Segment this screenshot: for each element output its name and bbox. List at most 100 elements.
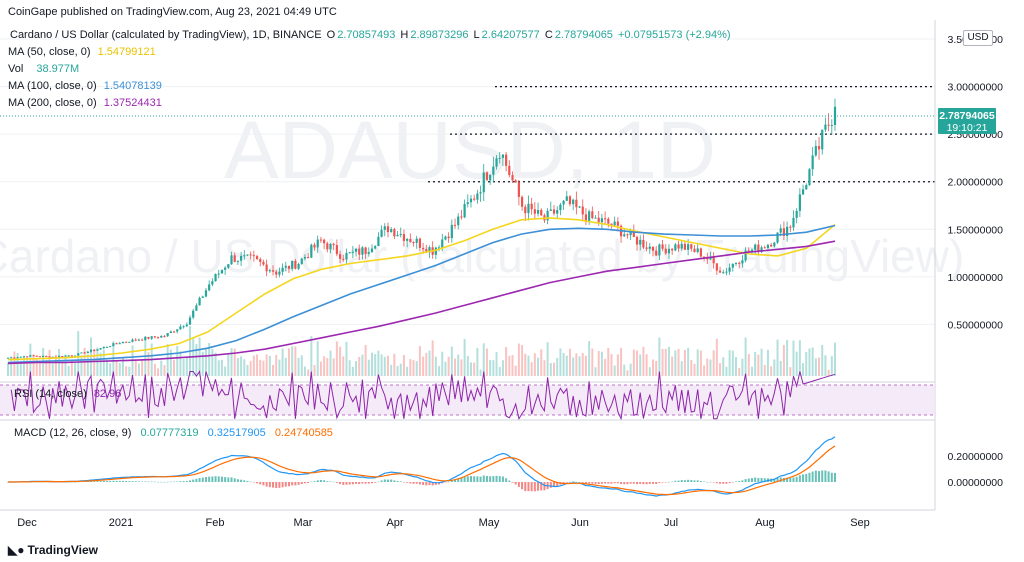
volume-bar xyxy=(479,369,482,376)
macd-hist-bar xyxy=(466,476,469,482)
volume-bar xyxy=(683,349,686,376)
macd-hist-bar xyxy=(476,476,479,482)
candle-body xyxy=(26,356,29,358)
candle-body xyxy=(712,257,715,264)
candle-body xyxy=(530,203,533,210)
candle-body xyxy=(498,157,501,159)
macd-hist-bar xyxy=(134,481,137,482)
macd-hist-bar xyxy=(90,481,93,482)
candle-body xyxy=(73,355,77,357)
macd-hist-bar xyxy=(776,478,779,482)
currency-button[interactable]: USD xyxy=(963,30,993,46)
candle-body xyxy=(6,357,10,359)
volume-bar xyxy=(195,344,198,376)
macd-hist-bar xyxy=(386,479,389,482)
rsi-line xyxy=(10,370,836,421)
volume-bar xyxy=(696,349,699,376)
price-axis: 3.500000003.000000002.500000002.00000000… xyxy=(948,34,1004,331)
price-badge-countdown: 19:10:21 xyxy=(947,122,988,134)
macd-hist-bar xyxy=(645,482,648,485)
volume-bar xyxy=(134,360,137,376)
candle-body xyxy=(437,247,441,249)
time-axis: Dec 2021 Feb Mar Apr May Jun Jul Aug Sep xyxy=(17,517,870,529)
candle-body xyxy=(367,252,370,254)
candle-body xyxy=(358,248,361,255)
volume-bar xyxy=(760,348,763,376)
candle-body xyxy=(773,242,776,247)
ohlc-open: 2.70857493 xyxy=(337,29,396,41)
candle-body xyxy=(393,229,396,237)
candle-body xyxy=(316,239,319,248)
volume-bar xyxy=(559,348,562,376)
macd-hist-bar xyxy=(236,479,239,482)
macd-hist-bar xyxy=(316,480,319,482)
macd-hist-bar xyxy=(230,477,233,482)
macd-hist-bar xyxy=(818,471,821,482)
ohlc-o-label: O xyxy=(326,29,336,41)
volume-bar xyxy=(109,363,112,376)
macd-hist-bar xyxy=(54,482,57,483)
volume-bar xyxy=(773,359,776,376)
volume-bar xyxy=(514,365,517,376)
candle-body xyxy=(361,247,364,255)
tradingview-logo[interactable]: ◣● TradingView xyxy=(8,543,98,557)
macd-tick-label: 0.00000000 xyxy=(948,477,1004,489)
volume-bar xyxy=(811,347,814,376)
macd-hist-bar xyxy=(367,482,370,484)
macd-hist-bar xyxy=(342,482,345,485)
volume-bar xyxy=(153,363,156,376)
volume-bar xyxy=(642,346,645,376)
candle-body xyxy=(345,252,348,260)
candle-body xyxy=(61,355,64,357)
macd-hist-bar xyxy=(147,481,150,483)
candle-body xyxy=(259,259,262,262)
macd-hist-bar xyxy=(821,470,824,482)
candle-body xyxy=(198,297,201,306)
candle-body xyxy=(243,255,246,257)
macd-hist-bar xyxy=(204,477,207,482)
macd-hist-bar xyxy=(259,482,262,485)
candle-body xyxy=(594,217,597,219)
candle-body xyxy=(329,243,332,250)
volume-bar xyxy=(754,351,757,376)
macd-hist-bar xyxy=(278,482,281,488)
volume-bar xyxy=(728,350,731,376)
macd-hist-bar xyxy=(610,482,613,484)
candle-body xyxy=(485,172,489,181)
candle-body xyxy=(204,290,208,297)
volume-bar xyxy=(428,350,431,376)
macd-hist-bar xyxy=(418,482,421,485)
macd-hist-bar xyxy=(86,481,89,482)
candle-body xyxy=(514,180,517,183)
macd-hist-bar xyxy=(150,481,153,483)
candle-body xyxy=(137,339,141,341)
volume-bar xyxy=(792,340,795,376)
volume-bar xyxy=(294,346,297,376)
candle-body xyxy=(661,244,664,249)
candle-body xyxy=(642,240,645,248)
candle-body xyxy=(639,240,642,245)
candle-body xyxy=(64,355,67,357)
macd-hist-bar xyxy=(805,473,808,482)
volume-bar xyxy=(310,336,313,376)
macd-hist-bar xyxy=(597,482,600,485)
volume-bar xyxy=(141,359,144,376)
candle-body xyxy=(233,255,236,262)
candle-body xyxy=(626,234,629,236)
volume-bar xyxy=(715,338,718,376)
time-tick-label: Sep xyxy=(850,517,870,529)
macd-hist-bar xyxy=(169,481,172,483)
macd-hist-bar xyxy=(620,482,623,485)
volume-bar xyxy=(648,367,651,376)
ohlc-c-label: C xyxy=(544,29,553,41)
macd-hist-bar xyxy=(380,480,383,482)
candle-body xyxy=(520,196,524,207)
candle-body xyxy=(131,339,134,342)
candle-body xyxy=(702,256,706,258)
volume-bar xyxy=(323,356,326,376)
macd-hist-bar xyxy=(575,481,578,483)
macd-hist-bar xyxy=(824,470,827,482)
candle-body xyxy=(147,337,150,339)
macd-hist-bar xyxy=(275,482,278,489)
